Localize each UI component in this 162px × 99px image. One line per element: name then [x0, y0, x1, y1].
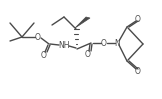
Polygon shape	[75, 17, 90, 28]
Text: O: O	[41, 50, 47, 59]
Text: O: O	[85, 50, 91, 59]
Text: O: O	[35, 32, 41, 41]
Text: N: N	[114, 39, 120, 48]
Text: O: O	[101, 39, 107, 48]
Text: NH: NH	[58, 40, 70, 50]
Text: O: O	[135, 67, 141, 76]
Text: O: O	[135, 14, 141, 23]
